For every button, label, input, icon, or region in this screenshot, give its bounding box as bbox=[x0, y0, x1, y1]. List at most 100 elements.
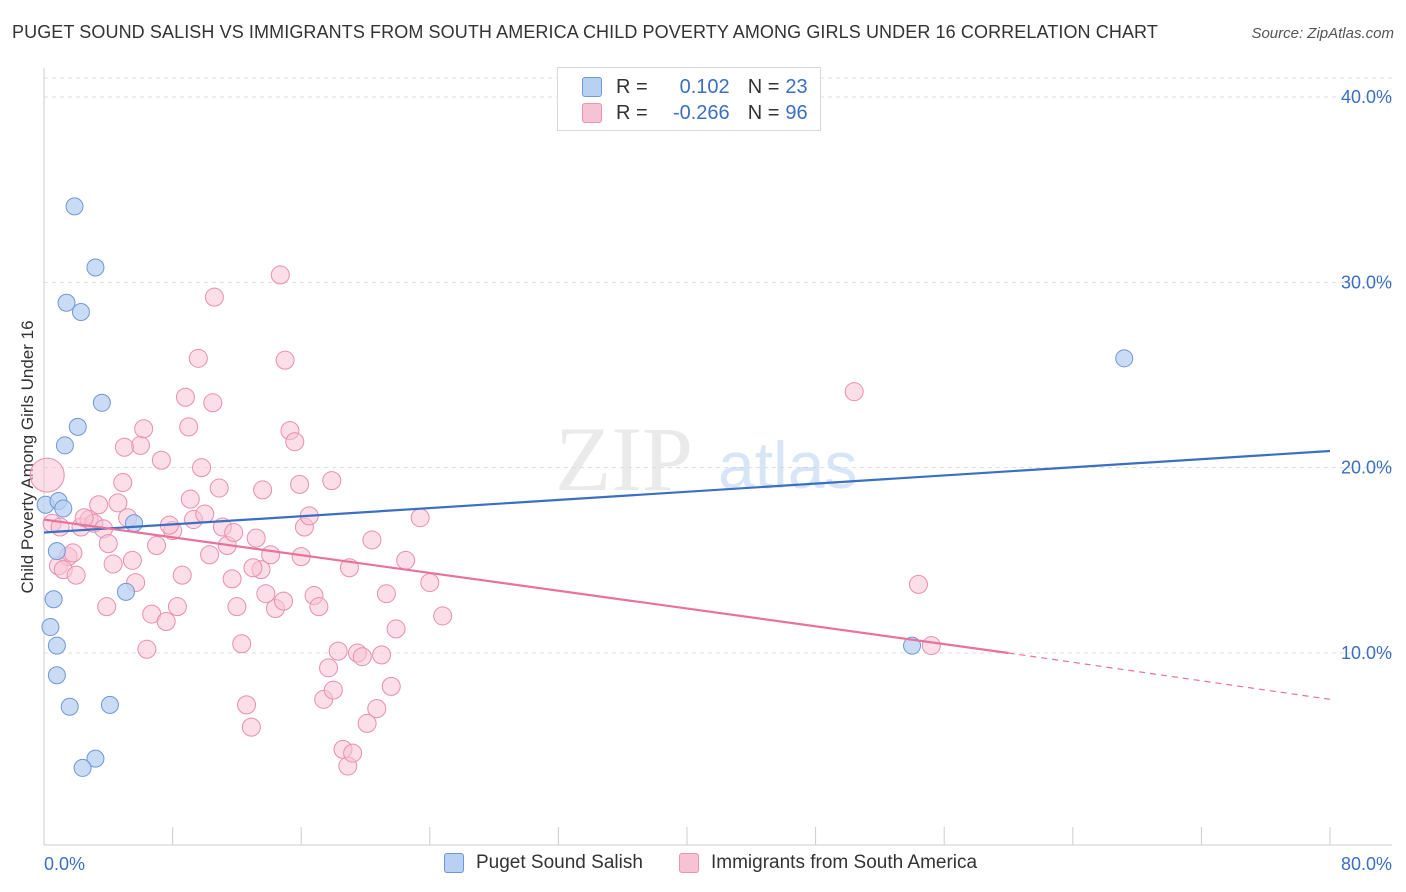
trend-line-puget-sound-salish bbox=[43, 449, 1331, 534]
point-puget-sound-salish bbox=[47, 636, 66, 655]
point-immigrants-south-america bbox=[246, 528, 266, 548]
legend-r-value: -0.266 bbox=[672, 101, 730, 124]
point-immigrants-south-america bbox=[352, 647, 372, 667]
point-immigrants-south-america bbox=[103, 554, 123, 574]
legend-n-value: 23 bbox=[785, 75, 808, 98]
point-puget-sound-salish bbox=[92, 393, 111, 412]
y-tick-label: 20.0% bbox=[1341, 458, 1392, 478]
point-immigrants-south-america bbox=[222, 569, 242, 589]
point-puget-sound-salish bbox=[100, 695, 119, 714]
point-immigrants-south-america bbox=[275, 350, 295, 370]
point-immigrants-south-america bbox=[241, 717, 261, 737]
point-immigrants-south-america bbox=[420, 573, 440, 593]
point-immigrants-south-america bbox=[372, 645, 392, 665]
point-immigrants-south-america bbox=[204, 287, 224, 307]
point-immigrants-south-america bbox=[203, 393, 223, 413]
point-immigrants-south-america bbox=[224, 523, 244, 543]
point-immigrants-south-america bbox=[108, 493, 128, 513]
point-puget-sound-salish bbox=[125, 514, 144, 533]
point-immigrants-south-america bbox=[285, 432, 305, 452]
legend-row-south-america: R = -0.266 N = 96 bbox=[582, 101, 808, 125]
point-immigrants-south-america bbox=[232, 634, 252, 654]
point-puget-sound-salish bbox=[54, 499, 73, 518]
point-immigrants-south-america bbox=[844, 382, 864, 402]
point-immigrants-south-america bbox=[179, 417, 199, 437]
point-puget-sound-salish bbox=[47, 542, 66, 561]
point-puget-sound-salish bbox=[47, 666, 66, 685]
point-puget-sound-salish bbox=[86, 749, 105, 768]
point-immigrants-south-america bbox=[319, 658, 339, 678]
point-immigrants-south-america bbox=[195, 504, 215, 524]
legend-r-value: 0.102 bbox=[679, 75, 730, 98]
point-puget-sound-salish bbox=[86, 258, 105, 277]
legend-label: Immigrants from South America bbox=[711, 852, 978, 873]
point-immigrants-south-america bbox=[396, 550, 416, 570]
point-immigrants-south-america bbox=[29, 457, 65, 493]
source-note: Source: ZipAtlas.com bbox=[1251, 25, 1394, 42]
legend-swatch-pink bbox=[679, 853, 699, 873]
tick-labels: 10.0% 20.0% 30.0% 40.0% 0.0% 80.0% bbox=[44, 87, 1392, 874]
legend-item-immigrants-south-america: Immigrants from South America bbox=[679, 852, 977, 874]
point-puget-sound-salish bbox=[44, 590, 63, 609]
point-immigrants-south-america bbox=[122, 550, 142, 570]
legend-r-label: R = bbox=[616, 75, 648, 98]
correlation-legend: R = 0.102 N = 23 R = -0.266 N = 96 bbox=[557, 67, 821, 131]
legend-swatch-pink bbox=[582, 103, 602, 123]
point-puget-sound-salish bbox=[73, 758, 92, 777]
point-immigrants-south-america bbox=[921, 636, 941, 656]
point-immigrants-south-america bbox=[147, 536, 167, 556]
point-immigrants-south-america bbox=[113, 472, 133, 492]
point-immigrants-south-america bbox=[167, 597, 187, 617]
point-immigrants-south-america bbox=[151, 450, 171, 470]
point-immigrants-south-america bbox=[209, 478, 229, 498]
legend-label: Puget Sound Salish bbox=[476, 852, 643, 873]
y-tick-label: 30.0% bbox=[1341, 272, 1392, 292]
point-immigrants-south-america bbox=[227, 597, 247, 617]
point-immigrants-south-america bbox=[130, 435, 150, 455]
point-immigrants-south-america bbox=[243, 558, 263, 578]
chart-title: PUGET SOUND SALISH VS IMMIGRANTS FROM SO… bbox=[12, 22, 1158, 42]
point-puget-sound-salish bbox=[116, 582, 135, 601]
axes bbox=[43, 68, 1392, 846]
point-immigrants-south-america bbox=[376, 584, 396, 604]
trend-line-immigrants-south-america bbox=[43, 518, 1009, 655]
watermark-atlas: atlas bbox=[718, 428, 857, 502]
point-immigrants-south-america bbox=[156, 611, 176, 631]
point-puget-sound-salish bbox=[60, 697, 79, 716]
point-immigrants-south-america bbox=[322, 471, 342, 491]
series-legend: Puget Sound Salish Immigrants from South… bbox=[0, 852, 1406, 878]
point-puget-sound-salish bbox=[65, 197, 84, 216]
legend-n-label: N = bbox=[747, 101, 780, 124]
point-immigrants-south-america bbox=[290, 474, 310, 494]
x-tick-label-min: 0.0% bbox=[44, 854, 85, 874]
point-immigrants-south-america bbox=[137, 639, 157, 659]
point-puget-sound-salish bbox=[71, 302, 90, 321]
point-immigrants-south-america bbox=[309, 597, 329, 617]
point-immigrants-south-america bbox=[357, 713, 377, 733]
point-immigrants-south-america bbox=[66, 565, 86, 585]
x-tick-label-max: 80.0% bbox=[1341, 854, 1392, 874]
legend-n-value: 96 bbox=[785, 101, 808, 124]
point-immigrants-south-america bbox=[261, 545, 281, 565]
legend-n-label: N = bbox=[747, 75, 780, 98]
legend-swatch-blue bbox=[444, 853, 464, 873]
point-immigrants-south-america bbox=[172, 565, 192, 585]
point-immigrants-south-america bbox=[274, 591, 294, 611]
y-tick-label: 40.0% bbox=[1341, 87, 1392, 107]
point-immigrants-south-america bbox=[362, 530, 382, 550]
point-immigrants-south-america bbox=[98, 534, 118, 554]
point-immigrants-south-america bbox=[386, 619, 406, 639]
point-immigrants-south-america bbox=[237, 695, 257, 715]
series-immigrants-south-america bbox=[29, 265, 941, 776]
point-immigrants-south-america bbox=[367, 699, 387, 719]
point-immigrants-south-america bbox=[328, 641, 348, 661]
point-immigrants-south-america bbox=[433, 606, 453, 626]
point-immigrants-south-america bbox=[192, 458, 212, 478]
point-immigrants-south-america bbox=[253, 480, 273, 500]
point-immigrants-south-america bbox=[188, 348, 208, 368]
trend-lines bbox=[43, 449, 1331, 700]
point-immigrants-south-america bbox=[97, 597, 117, 617]
legend-r-label: R = bbox=[616, 101, 648, 124]
point-immigrants-south-america bbox=[270, 265, 290, 285]
